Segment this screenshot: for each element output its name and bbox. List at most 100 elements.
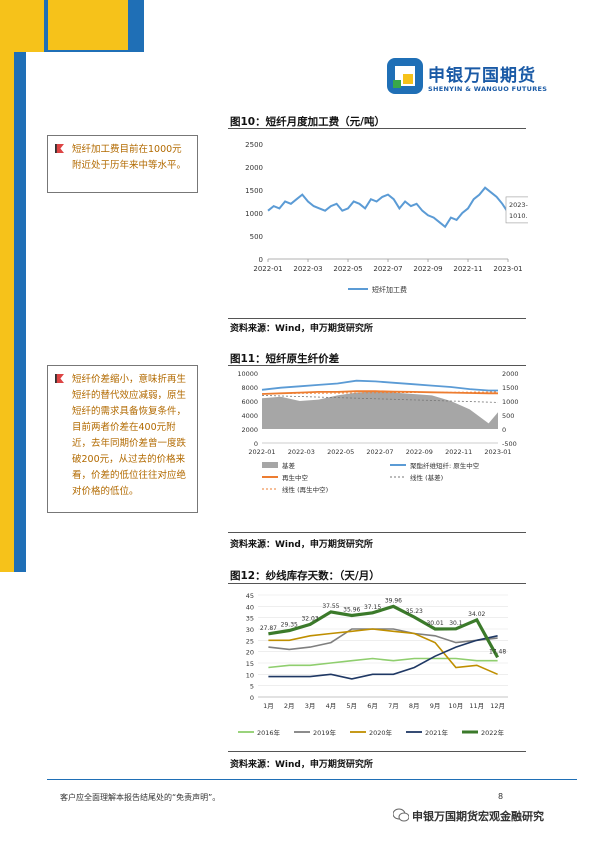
figure-12-chart: 45 40 35 30 25 20 15 10 5 0 1月 2月 3月 4月 5月 6月 7月 8月 9月 10月 1… xyxy=(238,592,508,737)
brand-name-en: SHENYIN & WANGUO FUTURES xyxy=(428,85,548,93)
y-tick-label: 25 xyxy=(246,637,254,645)
y-tick-label: 1000 xyxy=(245,210,263,218)
legend-label: 2019年 xyxy=(313,728,337,737)
x-tick-label: 10月 xyxy=(449,702,464,710)
data-label: 30.01 xyxy=(426,620,443,627)
data-label: 37.15 xyxy=(364,604,381,611)
legend-recycled-label: 再生中空 xyxy=(282,473,309,482)
x-tick-label: 2022-09 xyxy=(406,448,433,456)
y-left-tick-label: 8000 xyxy=(241,384,258,392)
figure-11-title: 图11：短纤原生纤价差 xyxy=(230,353,340,365)
figure-11-bottom-rule xyxy=(228,532,526,533)
y-tick-label: 20 xyxy=(246,649,254,657)
figure-11-chart: 10000 8000 6000 4000 2000 0 2000 1500 1000 500 0 -5… xyxy=(237,370,519,494)
x-tick-label: 5月 xyxy=(346,702,357,710)
x-tick-label: 2023-01 xyxy=(493,265,522,273)
figure-10-title: 图10：短纤月度加工费（元/吨） xyxy=(230,116,385,128)
y-tick-label: 45 xyxy=(246,592,254,600)
legend-basis-label: 基差 xyxy=(282,461,296,470)
x-tick-label: 2022-11 xyxy=(453,265,482,273)
data-label: 30.1 xyxy=(449,620,463,627)
x-tick-label: 2022-01 xyxy=(248,448,275,456)
y-right-tick-label: 1500 xyxy=(502,384,519,392)
x-tick-label: 2022-05 xyxy=(327,448,354,456)
x-tick-label: 2023-01 xyxy=(484,448,511,456)
legend-trend-recycled-label: 线性 (再生中空) xyxy=(282,485,328,494)
data-label: 29.35 xyxy=(281,621,298,628)
y-tick-label: 10 xyxy=(246,671,254,679)
watermark-text: 申银万国期货宏观金融研究 xyxy=(412,810,544,823)
figure-10-top-rule xyxy=(228,128,526,129)
figure-11-top-rule xyxy=(228,365,526,366)
y-tick-label: 15 xyxy=(246,660,254,668)
legend-trend-basis-label: 线性 (基差) xyxy=(410,473,443,482)
y-tick-label: 30 xyxy=(246,626,254,634)
legend-label: 2016年 xyxy=(257,728,281,737)
x-tick-label: 3月 xyxy=(305,702,316,710)
y-left-tick-label: 10000 xyxy=(237,370,258,378)
decor-corner-shape xyxy=(26,0,136,80)
data-label: 35.23 xyxy=(406,608,423,615)
trendline-basis xyxy=(261,395,499,403)
series-line-2020年 xyxy=(268,628,498,676)
figure-11-source: 资料来源：Wind，申万期货研究所 xyxy=(230,540,373,550)
y-tick-label: 2500 xyxy=(245,141,263,149)
annotation-box xyxy=(505,196,528,224)
y-right-tick-label: -500 xyxy=(502,440,517,448)
x-tick-label: 2月 xyxy=(284,702,295,710)
series-line-2022年 xyxy=(268,604,499,659)
series-line-recycled-hollow xyxy=(261,390,498,395)
x-tick-label: 11月 xyxy=(469,702,484,710)
legend-label: 2020年 xyxy=(369,728,393,737)
note-box-2: 短纤价差缩小，意味折再生短纤的替代效应减弱，原生短纤的需求具备恢复条件，目前两者… xyxy=(47,365,198,513)
x-tick-label: 8月 xyxy=(409,702,420,710)
x-tick-label: 6月 xyxy=(367,702,378,710)
y-tick-label: 5 xyxy=(250,683,254,691)
data-label: 39.96 xyxy=(385,597,402,604)
series-line-2021年 xyxy=(268,635,498,680)
y-tick-label: 40 xyxy=(246,603,254,611)
bullet-flag-icon xyxy=(55,374,64,383)
legend-label: 2022年 xyxy=(481,728,505,737)
trendline-recycled xyxy=(261,391,499,395)
data-label: 35.96 xyxy=(343,606,360,613)
y-right-tick-label: 500 xyxy=(502,412,514,420)
data-label: 34.02 xyxy=(468,611,485,618)
figure-12-bottom-rule xyxy=(228,751,526,752)
y-tick-label: 35 xyxy=(246,615,254,623)
note-box-1: 短纤加工费目前在1000元附近处于历年来中等水平。 xyxy=(47,135,198,193)
y-left-tick-label: 0 xyxy=(254,440,258,448)
x-tick-label: 2022-07 xyxy=(366,448,393,456)
bullet-flag-icon xyxy=(55,144,64,153)
series-line-2019年 xyxy=(268,628,498,651)
x-tick-label: 4月 xyxy=(326,702,337,710)
y-tick-label: 1500 xyxy=(245,187,263,195)
y-left-tick-label: 4000 xyxy=(241,412,258,420)
y-right-tick-label: 0 xyxy=(502,426,506,434)
annotation-value: 1010.816667 xyxy=(509,212,528,220)
data-label: 37.55 xyxy=(322,603,339,610)
x-tick-label: 2022-01 xyxy=(253,265,282,273)
series-line-processing-fee xyxy=(267,186,509,229)
y-left-tick-label: 6000 xyxy=(241,398,258,406)
x-tick-label: 2022-05 xyxy=(333,265,362,273)
x-tick-label: 9月 xyxy=(430,702,441,710)
x-tick-label: 2022-09 xyxy=(413,265,442,273)
decor-yellow-bar xyxy=(0,52,14,572)
x-tick-label: 2022-11 xyxy=(445,448,472,456)
series-area-basis xyxy=(262,391,498,429)
figure-12-source: 资料来源：Wind，申万期货研究所 xyxy=(230,760,373,770)
figure-10-source: 资料来源：Wind，申万期货研究所 xyxy=(230,324,373,334)
footer-rule xyxy=(47,779,577,780)
y-tick-label: 500 xyxy=(250,233,263,241)
data-label: 32.03 xyxy=(301,615,318,622)
note-text-1: 短纤加工费目前在1000元附近处于历年来中等水平。 xyxy=(72,144,187,171)
y-right-tick-label: 2000 xyxy=(502,370,519,378)
y-tick-label: 0 xyxy=(250,694,254,702)
legend-basis-swatch xyxy=(262,462,278,468)
figure-10-bottom-rule xyxy=(228,318,526,319)
decor-blue-bar xyxy=(14,52,26,572)
series-line-virgin-hollow xyxy=(261,379,498,392)
legend-virgin-label: 聚酯纤维短纤: 原生中空 xyxy=(410,461,480,470)
